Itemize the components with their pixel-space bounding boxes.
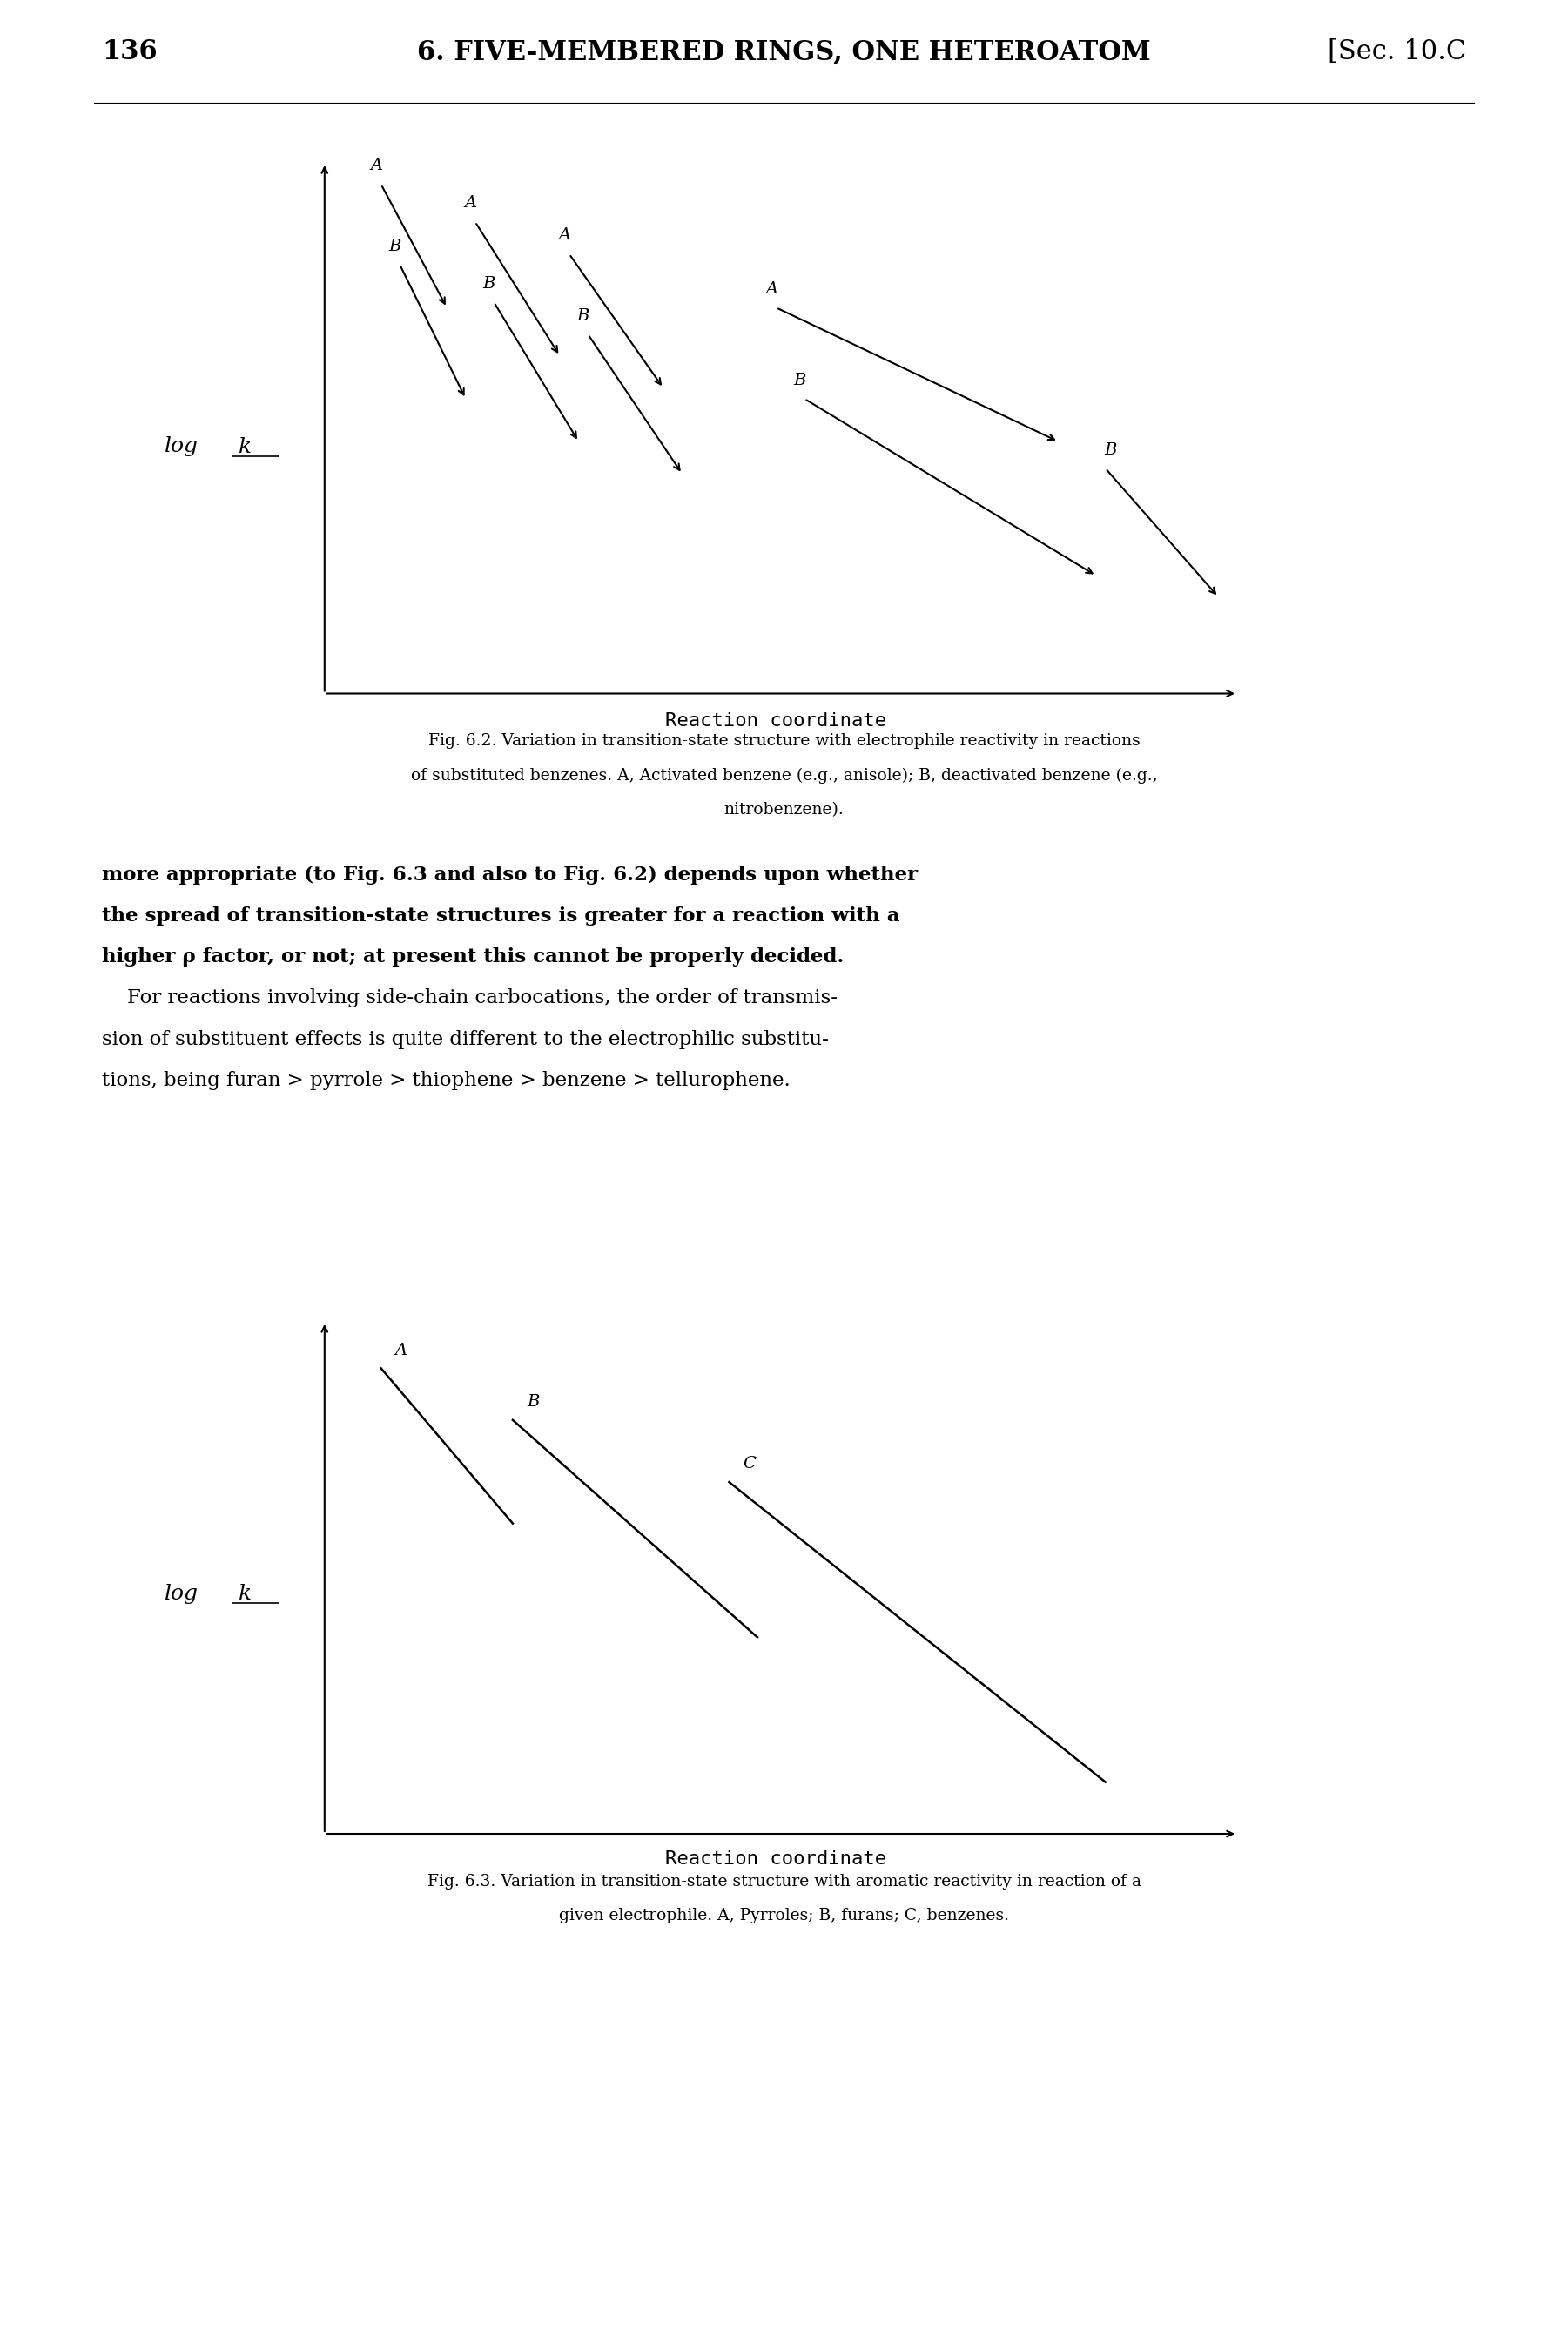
Text: Reaction coordinate: Reaction coordinate [665, 712, 887, 729]
Text: A: A [395, 1342, 408, 1359]
Text: B: B [577, 308, 590, 324]
Text: k: k [238, 437, 251, 456]
Text: 136: 136 [102, 38, 157, 66]
Text: [Sec. 10.C: [Sec. 10.C [1328, 38, 1466, 66]
Text: B: B [1104, 442, 1116, 458]
Text: given electrophile. A, Pyrroles; B, furans; C, benzenes.: given electrophile. A, Pyrroles; B, fura… [558, 1909, 1010, 1923]
Text: Fig. 6.3. Variation in transition-state structure with aromatic reactivity in re: Fig. 6.3. Variation in transition-state … [426, 1874, 1142, 1890]
Text: tions, being furan > pyrrole > thiophene > benzene > tellurophene.: tions, being furan > pyrrole > thiophene… [102, 1070, 790, 1091]
Text: sion of substituent effects is quite different to the electrophilic substitu-: sion of substituent effects is quite dif… [102, 1030, 829, 1049]
Text: A: A [558, 228, 571, 242]
Text: Fig. 6.2. Variation in transition-state structure with electrophile reactivity i: Fig. 6.2. Variation in transition-state … [428, 734, 1140, 750]
Text: more appropriate (to Fig. 6.3 and also to Fig. 6.2) depends upon whether: more appropriate (to Fig. 6.3 and also t… [102, 865, 917, 884]
Text: log: log [165, 1585, 199, 1603]
Text: B: B [527, 1394, 539, 1411]
Text: C: C [743, 1455, 756, 1472]
Text: log: log [165, 437, 199, 456]
Text: A: A [765, 282, 778, 296]
Text: nitrobenzene).: nitrobenzene). [724, 802, 844, 818]
Text: B: B [483, 275, 495, 292]
Text: A: A [370, 158, 383, 174]
Text: Reaction coordinate: Reaction coordinate [665, 1850, 887, 1867]
Text: B: B [389, 237, 401, 254]
Text: B: B [793, 371, 806, 388]
Text: higher ρ factor, or not; at present this cannot be properly decided.: higher ρ factor, or not; at present this… [102, 947, 844, 966]
Text: A: A [464, 195, 477, 212]
Text: the spread of transition-state structures is greater for a reaction with a: the spread of transition-state structure… [102, 905, 900, 926]
Text: For reactions involving side-chain carbocations, the order of transmis-: For reactions involving side-chain carbo… [102, 987, 837, 1009]
Text: of substituted benzenes. A, Activated benzene (e.g., anisole); B, deactivated be: of substituted benzenes. A, Activated be… [411, 766, 1157, 783]
Text: 6. FIVE-MEMBERED RINGS, ONE HETEROATOM: 6. FIVE-MEMBERED RINGS, ONE HETEROATOM [417, 38, 1151, 66]
Text: k: k [238, 1585, 251, 1603]
